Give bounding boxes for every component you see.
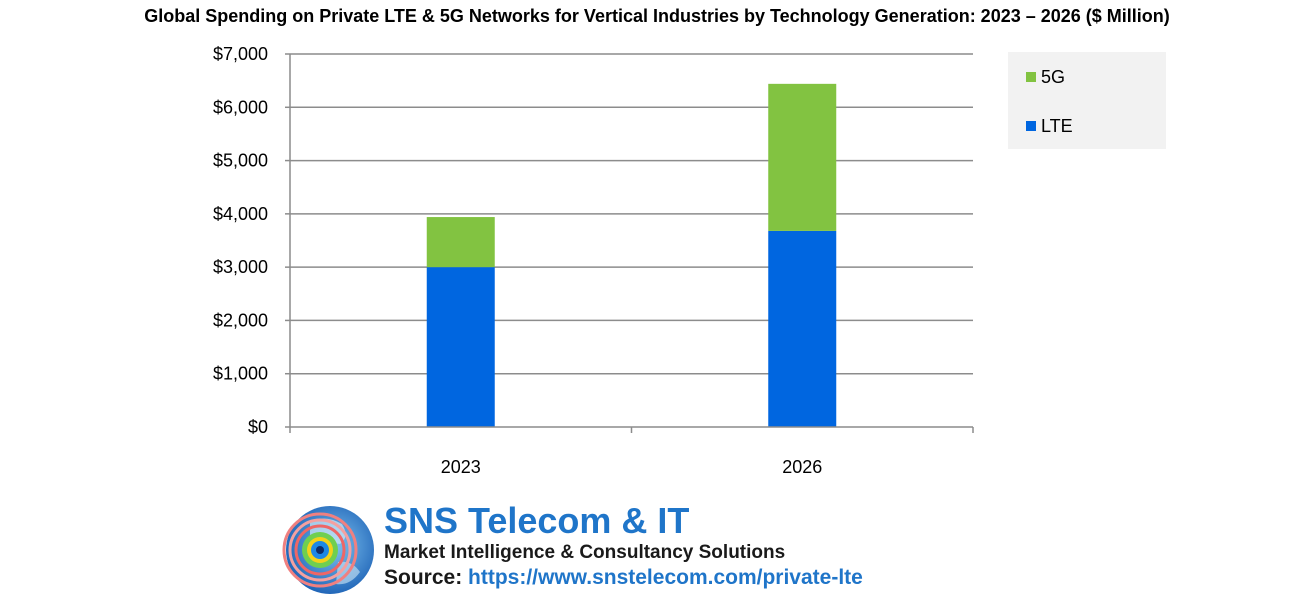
- y-tick-label: $7,000: [213, 44, 268, 64]
- chart-title: Global Spending on Private LTE & 5G Netw…: [144, 6, 1170, 26]
- y-tick-label: $6,000: [213, 97, 268, 117]
- globe-target-icon: [282, 506, 374, 594]
- x-axis-tick-labels: 2023 2026: [441, 457, 823, 477]
- bar-5g-2026: [768, 83, 837, 231]
- chart-plot: $0 $1,000 $2,000 $3,000 $4,000 $5,000 $6,000 $7…: [213, 44, 974, 477]
- y-axis-tick-labels: $0 $1,000 $2,000 $3,000 $4,000 $5,000 $6,000 $7…: [213, 44, 268, 437]
- legend-swatch-lte: [1026, 121, 1036, 131]
- y-tick-label: $4,000: [213, 204, 268, 224]
- source-line: Source: https://www.snstelecom.com/priva…: [384, 566, 863, 590]
- branding: SNS Telecom & IT Market Intelligence & C…: [280, 500, 980, 605]
- x-tick-label: 2026: [782, 457, 822, 477]
- brand-name: SNS Telecom & IT: [384, 500, 690, 541]
- brand-tagline: Market Intelligence & Consultancy Soluti…: [384, 542, 786, 563]
- legend-item-lte: LTE: [1026, 116, 1073, 136]
- y-tick-label: $2,000: [213, 310, 268, 330]
- y-tick-label: $1,000: [213, 364, 268, 384]
- axes: [285, 53, 974, 433]
- legend-item-5g: 5G: [1026, 67, 1065, 87]
- gridlines: [290, 53, 973, 375]
- legend-label-5g: 5G: [1041, 66, 1066, 87]
- legend-swatch-5g: [1026, 72, 1036, 82]
- y-tick-label: $5,000: [213, 151, 268, 171]
- x-tick-label: 2023: [441, 457, 481, 477]
- source-link[interactable]: https://www.snstelecom.com/private-lte: [468, 566, 863, 589]
- legend-label-lte: LTE: [1041, 115, 1073, 136]
- bar-5g-2023: [426, 217, 495, 268]
- bar-lte-2023: [426, 267, 495, 427]
- source-label: Source:: [384, 566, 463, 589]
- y-tick-label: $0: [248, 417, 268, 437]
- y-tick-label: $3,000: [213, 257, 268, 277]
- legend: 5G LTE: [1008, 52, 1166, 149]
- bars: [426, 83, 837, 427]
- bar-lte-2026: [768, 230, 837, 427]
